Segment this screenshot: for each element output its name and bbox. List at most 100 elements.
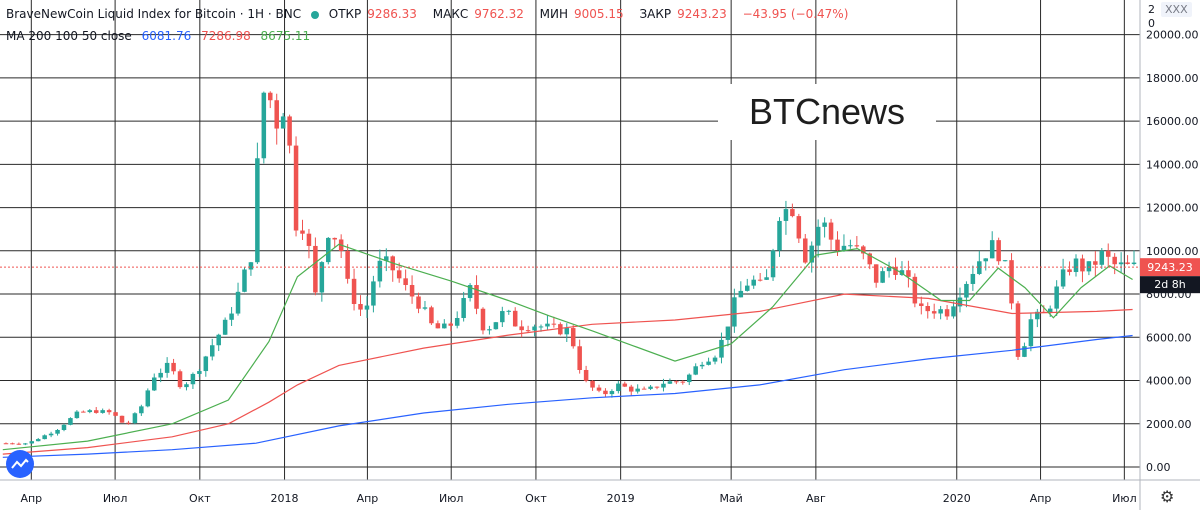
ohlc-open: ОТКР 9286.33 [328, 7, 417, 21]
candle-body [461, 298, 466, 319]
candle-body [1054, 286, 1059, 309]
candle-body [158, 372, 163, 378]
candle-body [300, 230, 305, 234]
x-tick-label: Авг [806, 492, 826, 505]
candle-body [622, 383, 628, 387]
y-tick-label: 20000.00 [1146, 29, 1199, 42]
x-tick-label: 2020 [943, 492, 971, 505]
candle-body [919, 303, 924, 306]
candle-body [280, 116, 286, 129]
x-tick-label: Окт [525, 492, 547, 505]
tradingview-logo-icon[interactable] [6, 450, 34, 478]
ma-legend-label: MA 200 100 50 close [6, 29, 132, 43]
candle-body [512, 310, 518, 327]
candle-body [706, 361, 711, 365]
candle-body [139, 406, 144, 414]
candle-body [996, 240, 1001, 262]
x-tick-label: Май [719, 492, 742, 505]
candle-body [661, 383, 666, 388]
candle-body [725, 326, 731, 340]
candle-body [384, 256, 389, 261]
candle-body [1015, 303, 1021, 357]
corner-left-value: 2 [1148, 3, 1155, 16]
candle-body [371, 281, 376, 306]
candle-body [931, 311, 937, 314]
candle-body [732, 297, 737, 327]
candle-body [184, 384, 189, 388]
candle-body [1105, 250, 1111, 257]
candle-body [519, 326, 524, 331]
candle-body [68, 418, 73, 425]
countdown-box [1140, 276, 1200, 294]
candle-body [989, 240, 995, 259]
candle-body [416, 296, 421, 309]
candle-body [616, 383, 621, 392]
countdown-value: 2d 8h [1154, 278, 1185, 291]
candle-body [1125, 262, 1130, 265]
candle-body [209, 345, 215, 357]
candle-body [680, 381, 686, 383]
symbol-legend: BraveNewCoin Liquid Index for Bitcoin · … [6, 7, 854, 21]
y-tick-label: 16000.00 [1146, 115, 1199, 128]
candle-body [113, 412, 118, 416]
candle-body [229, 313, 234, 320]
candle-body [558, 324, 563, 335]
candle-body [880, 271, 885, 283]
candle-body [906, 270, 911, 277]
candle-body [100, 410, 105, 413]
candle-body [1086, 261, 1092, 272]
candle-body [570, 328, 576, 347]
candle-body [577, 346, 582, 370]
candle-body [442, 323, 447, 329]
settings-gear-icon[interactable]: ⚙ [1160, 487, 1175, 506]
candle-body [1099, 250, 1105, 265]
candle-body [119, 415, 125, 423]
y-tick-label: 18000.00 [1146, 72, 1199, 85]
corner-badge[interactable]: XXX [1161, 2, 1192, 17]
candle-body [248, 262, 254, 270]
candle-body [525, 330, 531, 332]
candle-body [126, 422, 131, 424]
candle-body [1060, 269, 1066, 287]
candle-body [326, 237, 331, 263]
candle-body [861, 246, 866, 254]
candle-body [667, 381, 673, 384]
candle-body [319, 262, 325, 293]
candle-body [197, 371, 202, 374]
y-tick-label: 12000.00 [1146, 202, 1199, 215]
candle-body [751, 279, 756, 286]
candle-body [912, 276, 918, 304]
candle-body [835, 239, 840, 251]
candle-body [358, 303, 363, 310]
candle-body [268, 92, 273, 101]
candle-body [16, 443, 22, 445]
last-price-tag: 9243.23 2d 8h [0, 258, 1200, 294]
corner-indicator: 2 XXX 0 [1148, 2, 1198, 30]
candle-body [809, 245, 814, 263]
candle-body [87, 410, 93, 413]
ma100-value: 7286.98 [201, 29, 251, 43]
candle-body [171, 362, 176, 372]
candle-body [938, 309, 943, 314]
price-candles [3, 91, 1137, 446]
x-tick-label: 2018 [271, 492, 299, 505]
candle-body [770, 250, 776, 278]
candle-body [293, 145, 299, 231]
candle-body [777, 220, 782, 251]
candle-body [1002, 260, 1008, 262]
candle-body [261, 92, 267, 159]
candle-body [409, 285, 415, 297]
candle-body [970, 273, 976, 284]
candle-body [1080, 258, 1085, 272]
candle-body [345, 250, 350, 279]
last-price-value: 9243.23 [1147, 261, 1193, 274]
candle-body [242, 269, 247, 292]
candle-body [1073, 258, 1079, 273]
candle-body [893, 267, 898, 275]
candle-body [55, 429, 60, 434]
candle-body [1093, 261, 1098, 265]
candle-body [177, 371, 183, 388]
candle-body [886, 267, 892, 272]
